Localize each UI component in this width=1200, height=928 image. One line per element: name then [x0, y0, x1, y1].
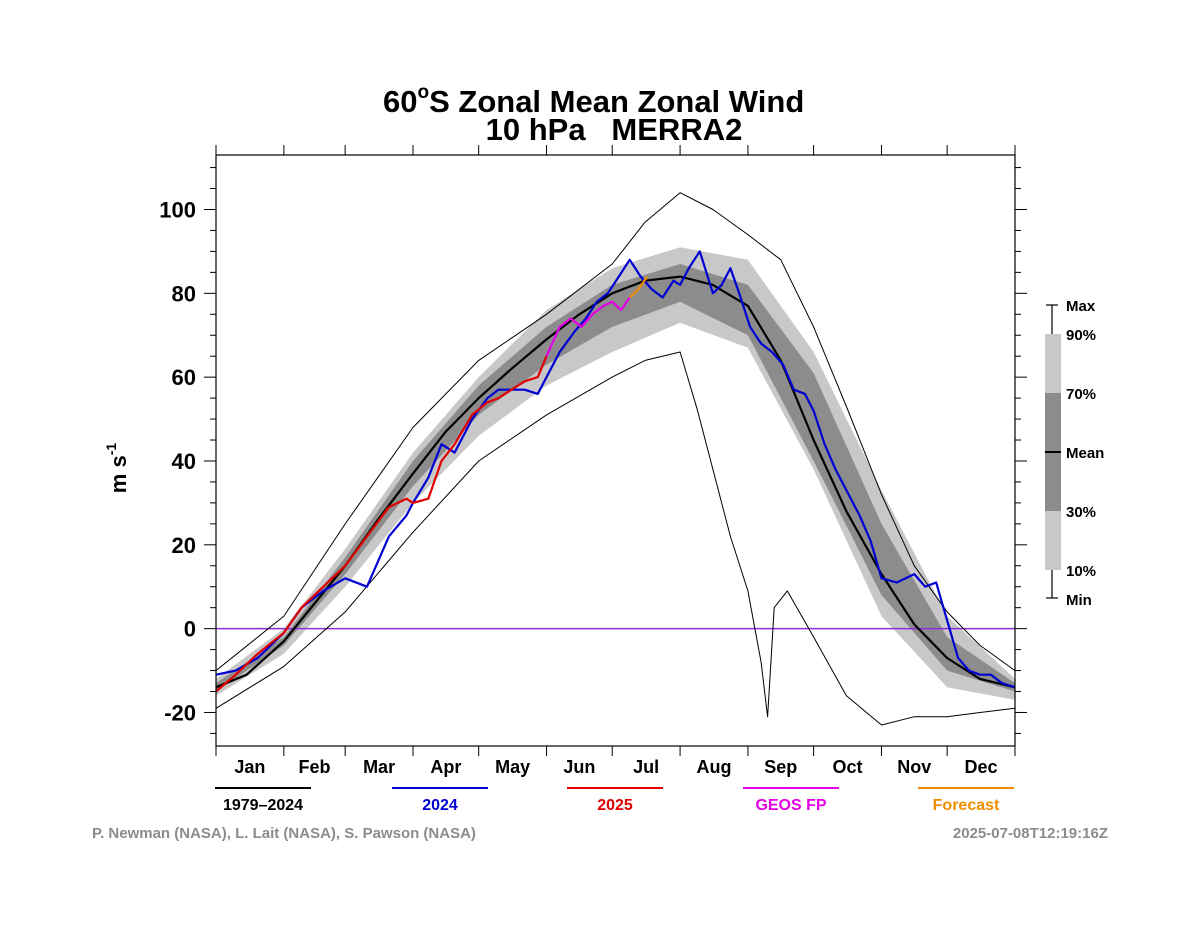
max-line — [215, 192, 1016, 672]
legend-label-2024: 2024 — [422, 797, 458, 814]
month-label: Dec — [965, 757, 998, 777]
band-30-70 — [216, 264, 1015, 692]
percentile-key: Max 90% 70% Mean 30% 10% Min — [1045, 298, 1104, 609]
y-axis-label: m s-1 — [103, 443, 131, 494]
series-2025-line — [215, 355, 548, 693]
percentile-bands — [216, 247, 1015, 700]
legend-label-climatology: 1979–2024 — [223, 797, 303, 814]
y-tick-label: 20 — [172, 533, 196, 558]
month-label: Feb — [298, 757, 330, 777]
y-tick-label: 80 — [172, 281, 196, 306]
series-geos-fp-line — [545, 296, 631, 357]
legend: 1979–2024 2024 2025 GEOS FP Forecast — [215, 787, 1014, 814]
month-label: Nov — [897, 757, 931, 777]
y-tick-label: 60 — [172, 365, 196, 390]
key-label-10: 10% — [1066, 563, 1096, 580]
series-2024-line — [215, 250, 1016, 689]
chart-subtitle: 10 hPa MERRA2 — [486, 112, 743, 147]
key-label-90: 90% — [1066, 327, 1096, 344]
y-tick-label: 100 — [159, 197, 196, 222]
legend-label-forecast: Forecast — [933, 797, 1000, 814]
month-label: Sep — [764, 757, 797, 777]
key-label-30: 30% — [1066, 504, 1096, 521]
month-label: Jul — [633, 757, 659, 777]
key-label-min: Min — [1066, 592, 1092, 609]
month-labels: Jan Feb Mar Apr May Jun Jul Aug Sep Oct Nov Dec — [234, 757, 997, 777]
month-label: Aug — [697, 757, 732, 777]
credit-authors: P. Newman (NASA), L. Lait (NASA), S. Paw… — [92, 825, 476, 842]
legend-label-2025: 2025 — [597, 797, 633, 814]
y-tick-label: 40 — [172, 449, 196, 474]
month-label: Mar — [363, 757, 395, 777]
plot-border — [215, 154, 1016, 747]
month-label: Oct — [833, 757, 863, 777]
key-label-max: Max — [1066, 298, 1096, 315]
series-forecast-line — [628, 275, 649, 299]
plot-frame — [215, 145, 1016, 756]
month-label: May — [495, 757, 530, 777]
min-line — [215, 351, 1016, 726]
month-label: Apr — [430, 757, 461, 777]
y-axis-ticks: -20 0 20 40 60 80 100 — [159, 167, 1027, 734]
legend-label-geos-fp: GEOS FP — [755, 797, 826, 814]
month-label: Jan — [234, 757, 265, 777]
series-lines — [215, 192, 1016, 726]
y-tick-label: -20 — [164, 700, 196, 725]
key-label-mean: Mean — [1066, 445, 1104, 462]
month-label: Jun — [563, 757, 595, 777]
chart-title: 60oS Zonal Mean Zonal Wind — [383, 82, 804, 119]
y-tick-label: 0 — [184, 617, 196, 642]
key-label-70: 70% — [1066, 386, 1096, 403]
credit-timestamp: 2025-07-08T12:19:16Z — [953, 825, 1108, 842]
band-10-90 — [216, 247, 1015, 700]
